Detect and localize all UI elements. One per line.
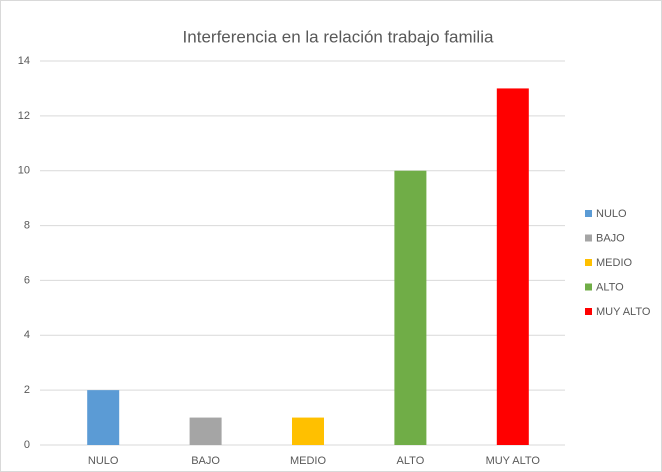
- y-tick-label: 10: [18, 165, 30, 177]
- legend-label: MUY ALTO: [596, 306, 651, 318]
- y-tick-label: 8: [24, 219, 30, 231]
- y-tick-label: 2: [24, 384, 30, 396]
- legend-label: BAJO: [596, 232, 625, 244]
- chart-title: Interferencia en la relación trabajo fam…: [183, 27, 494, 46]
- legend-label: ALTO: [596, 281, 624, 293]
- legend-swatch: [585, 308, 592, 315]
- x-tick-label: BAJO: [191, 455, 220, 467]
- legend-swatch: [585, 259, 592, 266]
- x-tick-label: NULO: [88, 455, 119, 467]
- y-tick-label: 4: [24, 329, 30, 341]
- y-tick-label: 6: [24, 274, 30, 286]
- bar: [87, 390, 120, 445]
- x-tick-label: ALTO: [397, 455, 425, 467]
- bar: [394, 170, 427, 445]
- legend-label: NULO: [596, 208, 627, 220]
- x-tick-label: MEDIO: [290, 455, 327, 467]
- y-tick-label: 14: [18, 55, 30, 67]
- legend-swatch: [585, 234, 592, 242]
- x-tick-label: MUY ALTO: [486, 455, 541, 467]
- y-tick-label: 0: [24, 439, 30, 451]
- bar: [189, 417, 222, 445]
- legend-label: MEDIO: [596, 257, 633, 269]
- y-tick-label: 12: [18, 110, 30, 122]
- bar: [292, 417, 324, 445]
- bar: [496, 88, 529, 445]
- legend-swatch: [585, 210, 592, 217]
- legend-swatch: [585, 283, 592, 291]
